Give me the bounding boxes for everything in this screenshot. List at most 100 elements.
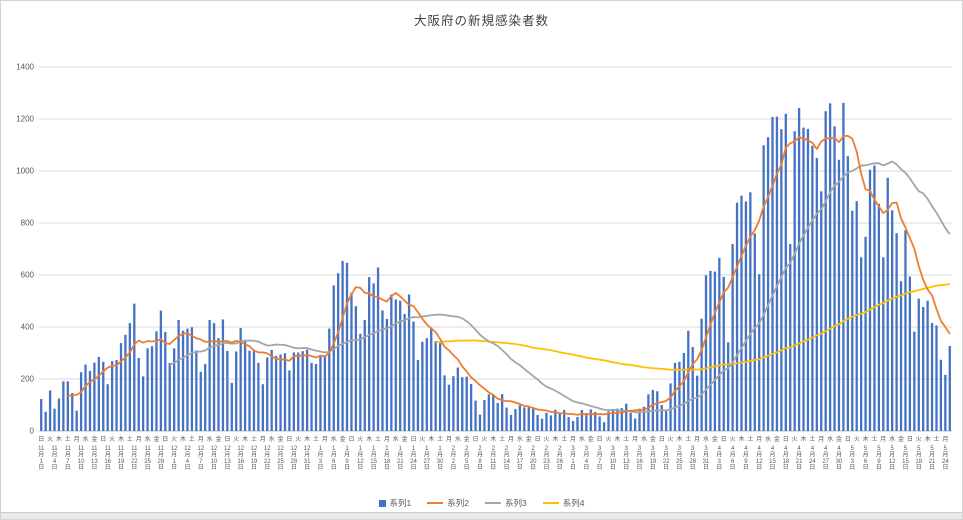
bar-daily-value (354, 306, 358, 431)
bar-daily-value (642, 406, 646, 431)
bar-daily-value (337, 273, 340, 431)
bar-daily-value (447, 384, 451, 431)
x-axis-weekday-label: 土 (65, 435, 71, 443)
bar-daily-value (704, 275, 708, 431)
bar-daily-value (173, 348, 176, 431)
bar-daily-value (478, 414, 482, 431)
bar-daily-value (549, 415, 553, 431)
x-axis-weekday-label: 土 (623, 435, 629, 443)
x-axis-weekday-label: 土 (189, 435, 195, 443)
bar-daily-value (571, 421, 575, 431)
x-axis-weekday-label: 日 (286, 436, 292, 443)
bar-daily-value (509, 414, 513, 431)
bar-daily-value (341, 260, 344, 431)
bar-daily-value (199, 371, 202, 431)
bar-daily-value (904, 230, 907, 431)
x-axis-weekday-label: 火 (419, 436, 425, 443)
bar-daily-value (102, 361, 105, 431)
bar-daily-value (594, 412, 597, 431)
bar-daily-value (766, 137, 770, 431)
bar-daily-value (664, 410, 668, 431)
x-axis-weekday-label: 金 (588, 435, 594, 443)
bar-daily-value (514, 409, 517, 431)
x-axis-weekday-label: 水 (455, 435, 461, 443)
bar-daily-value (297, 352, 300, 431)
x-axis-weekday-label: 月 (632, 436, 638, 443)
bar-daily-value (682, 353, 686, 431)
bar-daily-value (523, 407, 526, 431)
x-axis-date-label: 4 月 30 日 (836, 446, 843, 471)
moving-average-line (169, 160, 951, 414)
x-axis-date-label: 12 月 25 日 (277, 446, 284, 471)
bar-daily-value (846, 156, 849, 431)
bar-daily-value (722, 276, 725, 431)
bar-daily-value (576, 416, 579, 431)
x-axis-date-label: 4 月 24 日 (809, 446, 816, 471)
legend-item-2: 系列2 (427, 497, 469, 509)
bar-daily-value (793, 131, 796, 431)
bar-daily-value (922, 306, 925, 431)
bar-daily-value (758, 274, 761, 431)
x-axis-weekday-label: 木 (118, 435, 124, 443)
bar-daily-value (536, 414, 539, 431)
x-axis-weekday-label: 日 (659, 436, 665, 443)
bar-daily-value (886, 177, 889, 431)
bar-daily-value (811, 145, 814, 431)
bar-daily-value (713, 271, 717, 431)
bar-daily-value (735, 202, 739, 431)
bar-daily-value (305, 349, 309, 431)
x-axis-weekday-label: 金 (402, 435, 408, 443)
x-axis-date-label: 1 月 30 日 (437, 446, 444, 471)
bar-daily-value (926, 300, 929, 431)
bar-daily-value (944, 374, 947, 431)
x-axis-weekday-label: 土 (561, 435, 567, 443)
bar-daily-value (133, 303, 136, 431)
bar-daily-value (438, 343, 442, 431)
legend-label: 系列3 (505, 498, 527, 508)
x-axis-weekday-label: 日 (907, 436, 913, 443)
bar-daily-value (421, 341, 424, 431)
x-axis-weekday-label: 火 (295, 436, 301, 443)
x-axis-weekday-label: 土 (127, 435, 133, 443)
bar-daily-value (164, 331, 167, 431)
x-axis-weekday-label: 日 (845, 436, 851, 443)
legend-item-3: 系列3 (485, 497, 527, 509)
x-axis-weekday-label: 金 (836, 435, 842, 443)
horizontal-scrollbar[interactable] (1, 512, 962, 519)
x-axis-weekday-label: 日 (411, 436, 417, 443)
bar-daily-value (142, 376, 145, 431)
bar-daily-value (146, 348, 149, 431)
bar-daily-value (257, 362, 260, 431)
x-axis-date-label: 11 月 25 日 (144, 446, 151, 471)
x-axis-date-label: 1 月 18 日 (384, 446, 391, 471)
x-axis-weekday-label: 金 (774, 435, 780, 443)
bar-daily-value (895, 233, 898, 431)
bar-daily-value (381, 310, 384, 431)
bar-daily-value (496, 402, 499, 431)
bar-daily-value (248, 350, 251, 431)
x-axis-date-label: 11 月 28 日 (158, 446, 165, 471)
x-axis-weekday-label: 火 (543, 436, 549, 443)
bar-daily-value (430, 327, 433, 431)
y-axis-tick-label: 1000 (16, 167, 34, 176)
bar-daily-value (328, 328, 331, 431)
bar-daily-value (195, 350, 198, 431)
bar-daily-value (580, 409, 584, 431)
bar-daily-value (585, 413, 588, 431)
x-axis-weekday-label: 月 (74, 436, 80, 443)
bar-daily-value (877, 203, 881, 431)
bar-daily-value (128, 323, 131, 431)
bar-daily-value (137, 357, 140, 431)
bar-daily-value (283, 353, 287, 431)
x-axis-date-label: 4 月 21 日 (796, 446, 803, 471)
legend-line-marker-icon (542, 502, 559, 504)
bar-daily-value (412, 321, 415, 431)
x-axis-weekday-label: 土 (871, 435, 877, 443)
bar-daily-value (727, 342, 730, 431)
bar-daily-value (292, 352, 295, 431)
x-axis-weekday-label: 木 (490, 435, 496, 443)
x-axis-weekday-label: 月 (260, 436, 266, 443)
